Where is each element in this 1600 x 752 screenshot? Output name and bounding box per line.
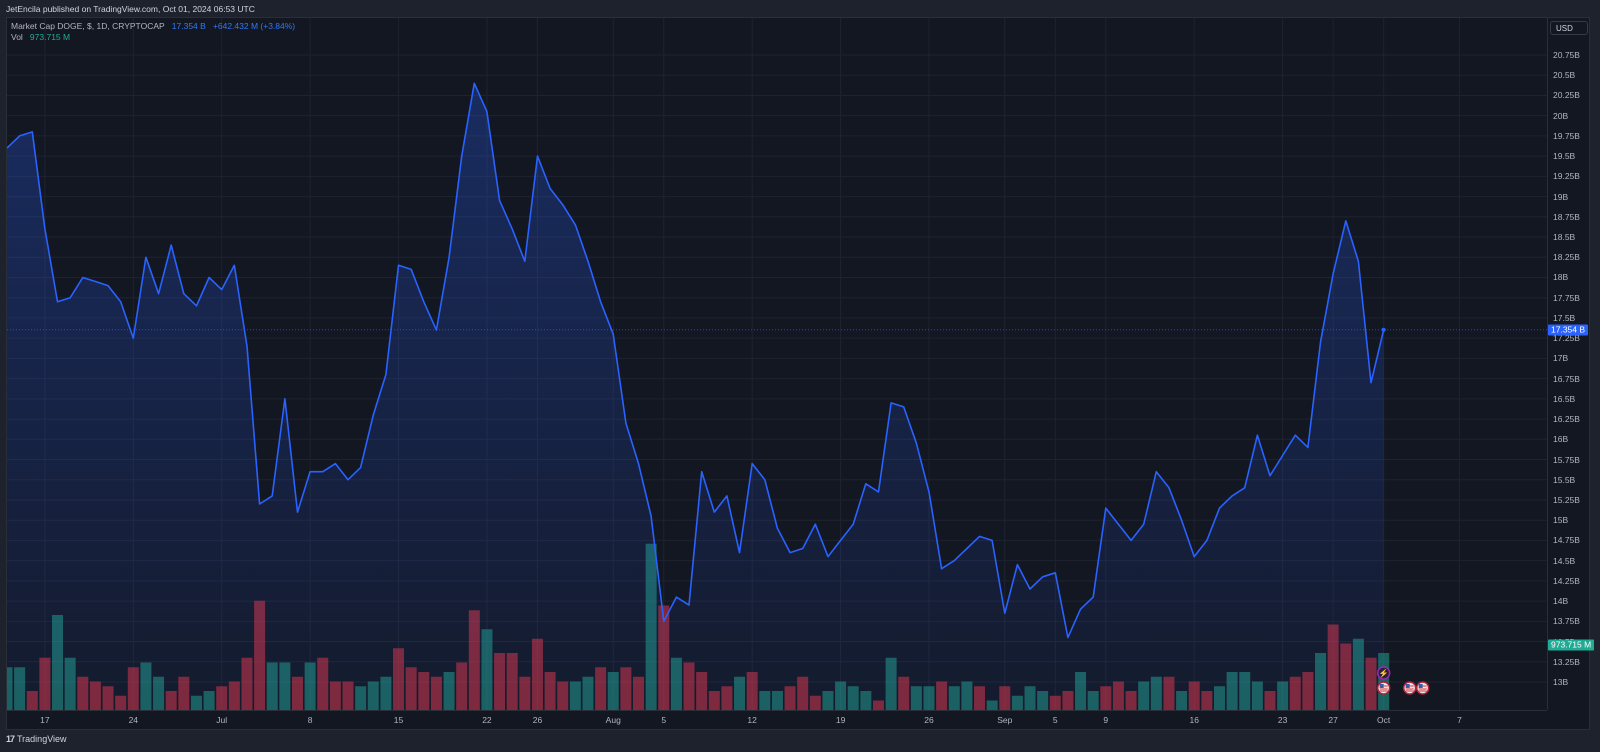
lightning-event-icon[interactable]: ⚡ xyxy=(1376,666,1391,680)
price-tick-label: 14.5B xyxy=(1553,555,1576,566)
us-flag-event-icon[interactable] xyxy=(1376,681,1391,695)
price-line[interactable] xyxy=(7,82,1385,639)
legend-volume-row: Vol 973.715 M xyxy=(11,32,295,43)
price-tick-label: 19.75B xyxy=(1553,130,1580,141)
last-volume-tag: 973.715 M xyxy=(1548,639,1595,651)
price-tick-label: 16.75B xyxy=(1553,373,1580,384)
svg-text:⚡: ⚡ xyxy=(1379,668,1389,678)
price-tick-label: 18.25B xyxy=(1553,252,1580,263)
us-flag-event-icon[interactable] xyxy=(1402,681,1417,695)
price-tick-label: 15.25B xyxy=(1553,494,1580,505)
price-tick-label: 20.75B xyxy=(1553,50,1580,60)
price-area-fill xyxy=(7,83,1384,710)
price-tick-label: 19.5B xyxy=(1553,151,1576,162)
price-tick-label: 15.5B xyxy=(1553,474,1576,485)
last-point-marker xyxy=(1381,327,1386,332)
price-tick-label: 16.25B xyxy=(1553,414,1580,425)
currency-button[interactable]: USD xyxy=(1550,21,1588,35)
time-tick-label: 17 xyxy=(40,715,50,725)
price-tick-label: 20B xyxy=(1553,110,1569,121)
last-price-tag: 17.354 B xyxy=(1548,324,1589,336)
time-tick-label: Oct xyxy=(1377,715,1391,725)
time-tick-label: 5 xyxy=(661,715,667,725)
price-tick-label: 20.25B xyxy=(1553,90,1580,101)
price-tick-label: 19.25B xyxy=(1553,171,1580,182)
price-tick-label: 17B xyxy=(1553,353,1569,364)
time-tick-label: 5 xyxy=(1052,715,1058,725)
time-tick-label: Aug xyxy=(605,715,621,725)
us-flag-event-icon[interactable] xyxy=(1415,681,1430,695)
price-tick-label: 15B xyxy=(1553,515,1569,526)
time-axis[interactable] xyxy=(7,710,1547,729)
price-tick-label: 17.75B xyxy=(1553,292,1580,303)
price-tick-label: 16.5B xyxy=(1553,393,1576,404)
time-tick-label: 16 xyxy=(1189,715,1199,725)
time-tick-label: 8 xyxy=(307,715,313,725)
price-tick-label: 18.75B xyxy=(1553,211,1580,222)
price-tick-label: 14.25B xyxy=(1553,575,1580,586)
tradingview-logo[interactable]: 17 TradingView xyxy=(6,734,67,744)
symbol-name[interactable]: Market Cap DOGE, $, 1D, CRYPTOCAP xyxy=(11,21,165,31)
price-tick-label: 15.75B xyxy=(1553,454,1580,465)
price-tick-label: 13.75B xyxy=(1553,616,1580,627)
tradingview-mark-icon: 17 xyxy=(6,734,15,744)
plot-area[interactable]: ⚡ xyxy=(7,18,1547,710)
price-tick-label: 20.5B xyxy=(1553,70,1576,81)
chart-legend: Market Cap DOGE, $, 1D, CRYPTOCAP 17.354… xyxy=(11,21,295,43)
price-tick-label: 18.5B xyxy=(1553,232,1576,243)
brand-name: TradingView xyxy=(17,734,67,744)
price-tick-label: 18B xyxy=(1553,272,1569,283)
time-tick-label: Sep xyxy=(997,715,1013,725)
price-tick-label: 17.5B xyxy=(1553,312,1576,323)
time-tick-label: 15 xyxy=(393,715,404,725)
time-tick-label: 26 xyxy=(532,715,543,725)
price-tick-label: 17.25B xyxy=(1553,333,1580,344)
time-tick-label: 24 xyxy=(128,715,139,725)
time-tick-label: 26 xyxy=(924,715,934,725)
change-value: +642.432 M (+3.84%) xyxy=(212,21,296,31)
price-tick-label: 13B xyxy=(1553,677,1569,687)
published-line: JetEncila published on TradingView.com, … xyxy=(6,4,255,14)
price-axis[interactable] xyxy=(1547,18,1590,710)
price-tick-label: 16B xyxy=(1553,434,1569,445)
time-tick-label: 22 xyxy=(482,715,492,725)
volume-value: 973.715 M xyxy=(29,32,71,42)
price-tick-label: 14.75B xyxy=(1553,535,1580,546)
price-tick-label: 19B xyxy=(1553,191,1569,202)
time-tick-label: 19 xyxy=(835,715,846,725)
volume-label[interactable]: Vol xyxy=(11,32,23,42)
last-value: 17.354 B xyxy=(171,21,206,31)
time-tick-label: 27 xyxy=(1328,715,1338,725)
time-tick-label: 12 xyxy=(747,715,757,725)
time-tick-label: 23 xyxy=(1277,715,1288,725)
time-tick-label: 9 xyxy=(1103,715,1109,725)
legend-main-row: Market Cap DOGE, $, 1D, CRYPTOCAP 17.354… xyxy=(11,21,295,32)
time-tick-label: 7 xyxy=(1457,715,1462,725)
price-tick-label: 14B xyxy=(1553,596,1569,607)
time-tick-label: Jul xyxy=(216,715,228,725)
price-tick-label: 13.25B xyxy=(1553,656,1580,667)
price-volume-chart[interactable]: ⚡ xyxy=(7,18,1547,710)
